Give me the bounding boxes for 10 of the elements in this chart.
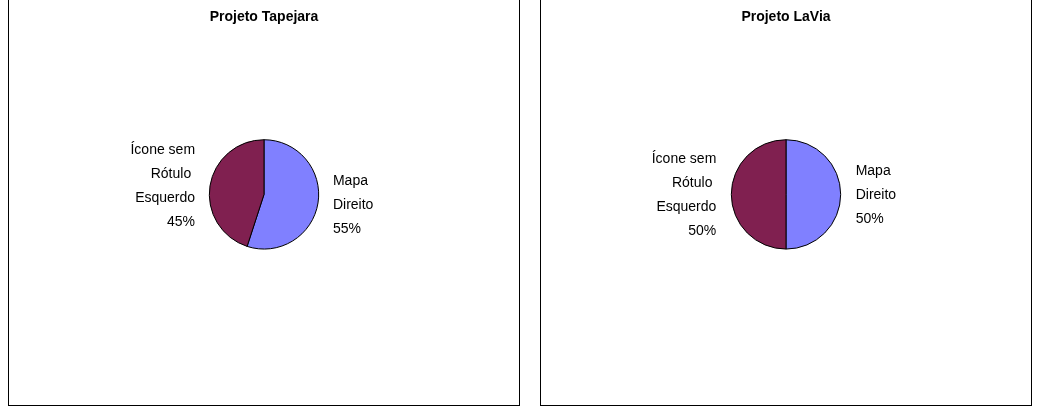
- data-label: 55%: [332, 219, 361, 236]
- slice-label: Ícone sem Rótulo Esquerdo: [130, 140, 196, 205]
- slice-label: Mapa Direito: [332, 171, 374, 212]
- data-label: 50%: [855, 210, 884, 227]
- data-label: 45%: [167, 212, 196, 229]
- chart-title: Projeto LaVia: [741, 8, 831, 24]
- slice-label: Mapa Direito: [855, 162, 897, 203]
- data-label: 50%: [688, 222, 717, 239]
- slice-label: Ícone sem Rótulo Esquerdo: [651, 150, 717, 215]
- chart-title: Projeto Tapejara: [209, 8, 319, 24]
